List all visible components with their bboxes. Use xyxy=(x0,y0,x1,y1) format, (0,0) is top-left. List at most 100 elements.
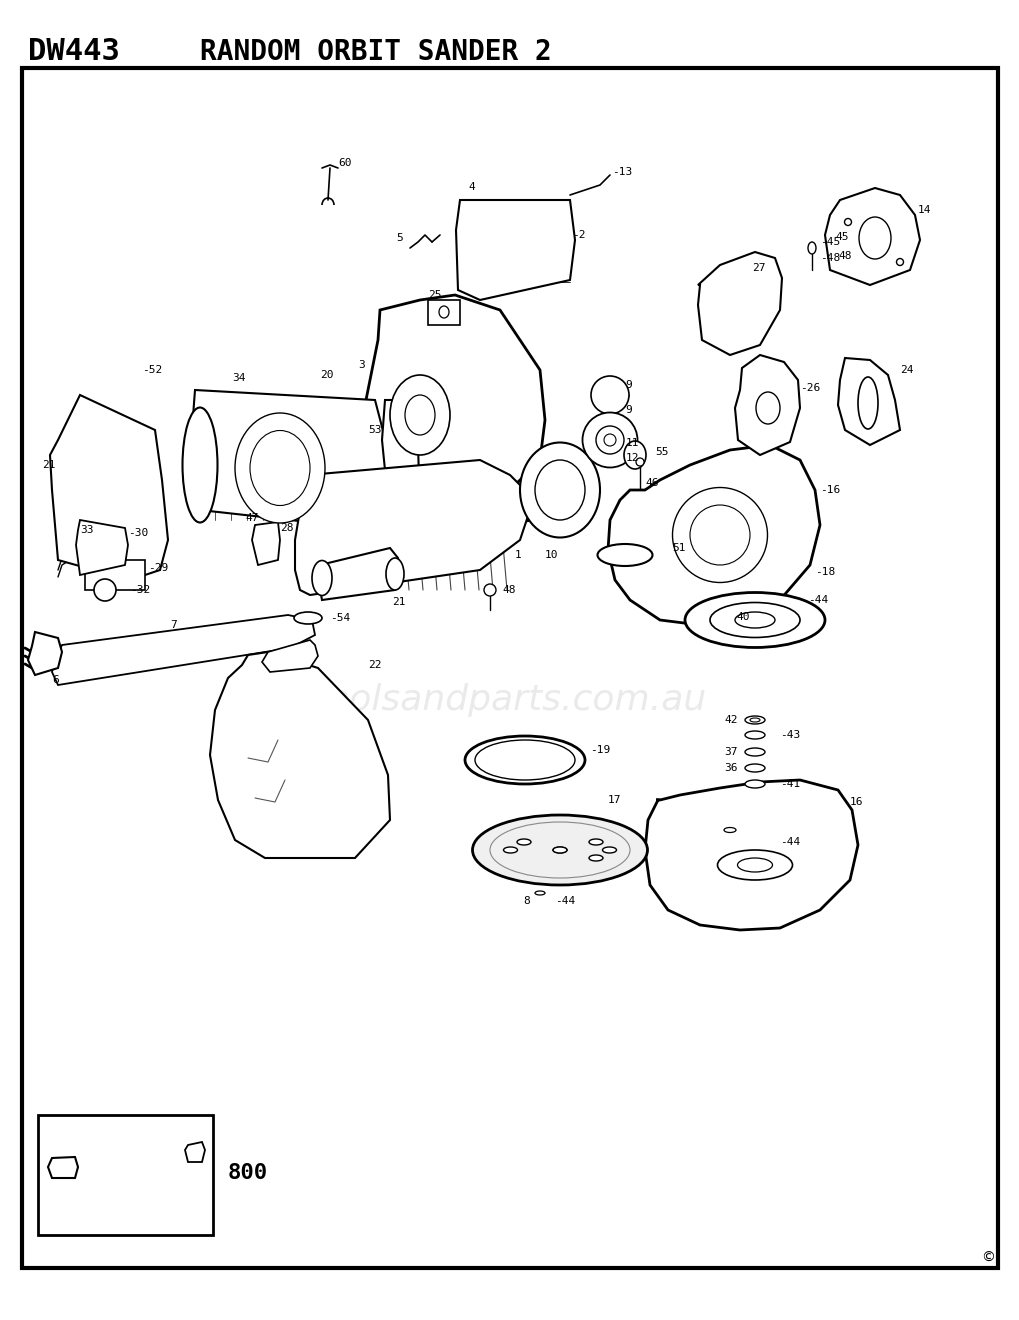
Ellipse shape xyxy=(475,741,575,780)
Text: 1: 1 xyxy=(515,550,522,560)
Ellipse shape xyxy=(389,375,449,455)
Text: -44: -44 xyxy=(807,595,827,605)
Text: 48: 48 xyxy=(501,585,515,595)
Text: -44: -44 xyxy=(780,837,800,847)
Text: 25: 25 xyxy=(428,290,441,300)
Polygon shape xyxy=(428,300,460,325)
Text: 47: 47 xyxy=(245,513,258,523)
Ellipse shape xyxy=(312,561,331,595)
Ellipse shape xyxy=(689,506,749,565)
Polygon shape xyxy=(644,780,857,931)
Ellipse shape xyxy=(250,430,310,506)
Polygon shape xyxy=(192,389,389,531)
Polygon shape xyxy=(355,294,544,525)
Ellipse shape xyxy=(744,748,764,756)
Text: 6: 6 xyxy=(52,675,59,685)
Polygon shape xyxy=(318,548,399,601)
Text: 21: 21 xyxy=(391,597,406,607)
Ellipse shape xyxy=(590,376,629,414)
Polygon shape xyxy=(735,355,799,455)
Ellipse shape xyxy=(723,828,736,833)
Ellipse shape xyxy=(405,395,434,436)
Polygon shape xyxy=(382,400,420,520)
Ellipse shape xyxy=(624,441,645,469)
Text: 9: 9 xyxy=(625,380,631,389)
Text: -41: -41 xyxy=(780,779,800,789)
Ellipse shape xyxy=(234,413,325,523)
Ellipse shape xyxy=(182,408,217,523)
Polygon shape xyxy=(262,640,318,672)
Polygon shape xyxy=(52,615,315,685)
Text: 37: 37 xyxy=(723,747,738,756)
Ellipse shape xyxy=(858,216,891,259)
Text: DW443: DW443 xyxy=(28,37,120,66)
Ellipse shape xyxy=(588,855,602,861)
Ellipse shape xyxy=(636,458,643,466)
Text: -52: -52 xyxy=(142,366,162,375)
Text: -13: -13 xyxy=(611,168,632,177)
Polygon shape xyxy=(838,358,899,445)
Ellipse shape xyxy=(484,583,495,597)
Ellipse shape xyxy=(520,442,599,537)
Ellipse shape xyxy=(465,737,585,784)
Ellipse shape xyxy=(597,544,652,566)
Ellipse shape xyxy=(535,459,585,520)
Ellipse shape xyxy=(517,840,531,845)
Ellipse shape xyxy=(744,780,764,788)
Text: RANDOM ORBIT SANDER 2: RANDOM ORBIT SANDER 2 xyxy=(200,38,551,66)
Text: 16: 16 xyxy=(849,797,863,807)
Ellipse shape xyxy=(896,259,903,265)
Text: 8: 8 xyxy=(523,896,529,906)
Text: 55: 55 xyxy=(654,447,667,457)
Ellipse shape xyxy=(552,847,567,853)
Ellipse shape xyxy=(744,731,764,739)
Ellipse shape xyxy=(293,612,322,624)
Ellipse shape xyxy=(755,392,780,424)
Ellipse shape xyxy=(685,593,824,648)
Text: -18: -18 xyxy=(814,568,835,577)
Polygon shape xyxy=(28,632,62,675)
Ellipse shape xyxy=(94,579,116,601)
Bar xyxy=(38,1115,213,1236)
Text: 42: 42 xyxy=(723,715,738,725)
Text: 7: 7 xyxy=(170,620,176,630)
Ellipse shape xyxy=(709,602,799,638)
Polygon shape xyxy=(184,1142,205,1162)
Text: 33: 33 xyxy=(79,525,94,535)
Text: -45: -45 xyxy=(819,238,840,247)
Text: 34: 34 xyxy=(231,374,246,383)
Ellipse shape xyxy=(735,612,774,628)
Ellipse shape xyxy=(716,850,792,880)
Text: 21: 21 xyxy=(42,459,55,470)
Ellipse shape xyxy=(535,891,544,895)
Ellipse shape xyxy=(438,306,448,318)
Text: 4: 4 xyxy=(468,182,474,191)
Text: 9: 9 xyxy=(625,405,631,414)
Text: 3: 3 xyxy=(358,360,365,370)
Text: 27: 27 xyxy=(751,263,764,273)
Text: -32: -32 xyxy=(129,585,150,595)
Polygon shape xyxy=(697,252,782,355)
Polygon shape xyxy=(76,520,127,576)
Ellipse shape xyxy=(595,426,624,454)
Text: 51: 51 xyxy=(672,543,685,553)
Polygon shape xyxy=(824,187,919,285)
Ellipse shape xyxy=(672,487,766,582)
Text: 14: 14 xyxy=(917,205,930,215)
Ellipse shape xyxy=(385,558,404,590)
Polygon shape xyxy=(455,201,575,300)
Text: 24: 24 xyxy=(899,366,913,375)
Text: 60: 60 xyxy=(337,158,352,168)
Text: 800: 800 xyxy=(228,1163,268,1183)
Text: 12: 12 xyxy=(626,453,639,463)
Text: 20: 20 xyxy=(320,370,333,380)
Text: 48: 48 xyxy=(838,251,851,261)
Text: -48: -48 xyxy=(819,253,840,263)
Ellipse shape xyxy=(744,764,764,772)
Text: -26: -26 xyxy=(799,383,819,393)
Ellipse shape xyxy=(744,715,764,723)
Text: -43: -43 xyxy=(780,730,800,741)
Text: 36: 36 xyxy=(723,763,738,774)
Polygon shape xyxy=(210,652,389,858)
Ellipse shape xyxy=(602,847,615,853)
